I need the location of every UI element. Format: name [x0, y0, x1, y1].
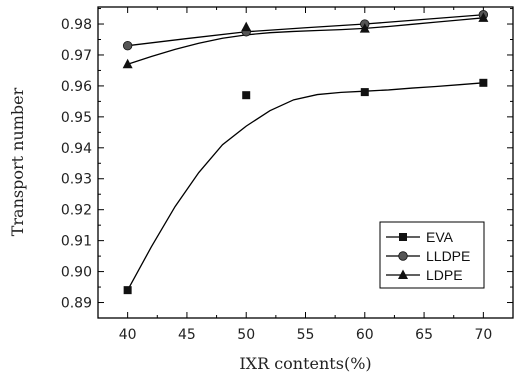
series-line-ldpe	[127, 17, 484, 65]
series-line-lldpe	[127, 14, 484, 47]
legend-label-lldpe: LLDPE	[426, 248, 470, 264]
legend-label-ldpe: LDPE	[426, 267, 463, 283]
point-eva	[242, 91, 251, 100]
legend-items: EVA LLDPE LDPE	[386, 229, 470, 283]
point-ldpe	[359, 23, 370, 33]
legend-marker-eva	[399, 233, 407, 241]
y-tick-label: 0.91	[61, 234, 92, 250]
point-eva	[479, 78, 488, 87]
series-line-eva	[127, 82, 484, 291]
x-tick-label: 65	[415, 327, 433, 343]
point-eva	[360, 88, 369, 97]
y-tick-label: 0.97	[61, 48, 92, 64]
x-tick-labels: 40 45 50 55 60 65 70	[119, 327, 493, 343]
x-tick-label: 60	[356, 327, 374, 343]
x-tick-label: 50	[237, 327, 255, 343]
y-tick-label: 0.94	[61, 141, 92, 157]
legend-marker-lldpe	[398, 251, 408, 261]
point-ldpe	[241, 21, 252, 32]
series-markers	[122, 10, 489, 295]
y-tick-label: 0.93	[61, 172, 92, 188]
legend: EVA LLDPE LDPE	[379, 221, 485, 289]
y-tick-label: 0.89	[61, 296, 92, 312]
legend-box	[379, 221, 485, 289]
y-tick-label: 0.95	[61, 110, 92, 126]
x-tick-label: 55	[297, 327, 315, 343]
y-tick-label: 0.92	[61, 203, 92, 219]
legend-label-eva: EVA	[426, 229, 454, 245]
point-lldpe	[122, 40, 133, 51]
y-tick-label: 0.98	[61, 17, 92, 33]
axis-ticks	[97, 7, 514, 319]
series-lines	[127, 14, 484, 291]
x-tick-label: 45	[178, 327, 196, 343]
y-tick-label: 0.90	[61, 265, 92, 281]
x-tick-label: 70	[474, 327, 492, 343]
x-axis-title: IXR contents(%)	[239, 354, 371, 373]
y-tick-label: 0.96	[61, 79, 92, 95]
y-tick-labels: 0.89 0.90 0.91 0.92 0.93 0.94 0.95 0.96 0.97 0.98	[61, 17, 92, 312]
x-tick-label: 40	[119, 327, 137, 343]
point-ldpe	[478, 12, 489, 22]
point-ldpe	[122, 58, 133, 69]
legend-marker-ldpe	[398, 269, 408, 279]
y-axis-title: Transport number	[8, 87, 27, 236]
point-eva	[123, 286, 132, 295]
